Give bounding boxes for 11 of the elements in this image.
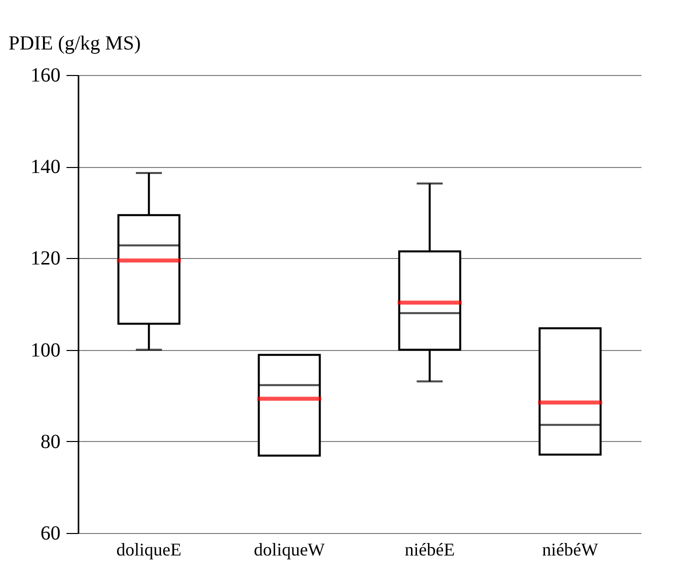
y-tick-label: 80 <box>40 430 60 453</box>
y-tick-label: 120 <box>30 248 60 270</box>
y-tick-label: 160 <box>30 64 60 86</box>
x-tick-label: doliqueW <box>254 540 325 560</box>
x-tick-label: niébéE <box>404 540 455 560</box>
x-tick-label: niébéW <box>542 540 598 560</box>
y-tick-label: 100 <box>30 339 60 362</box>
x-tick-label: doliqueE <box>116 540 182 560</box>
y-axis-title: PDIE (g/kg MS) <box>8 32 141 54</box>
y-tick-label: 60 <box>40 522 60 544</box>
y-tick-label: 140 <box>30 156 60 178</box>
